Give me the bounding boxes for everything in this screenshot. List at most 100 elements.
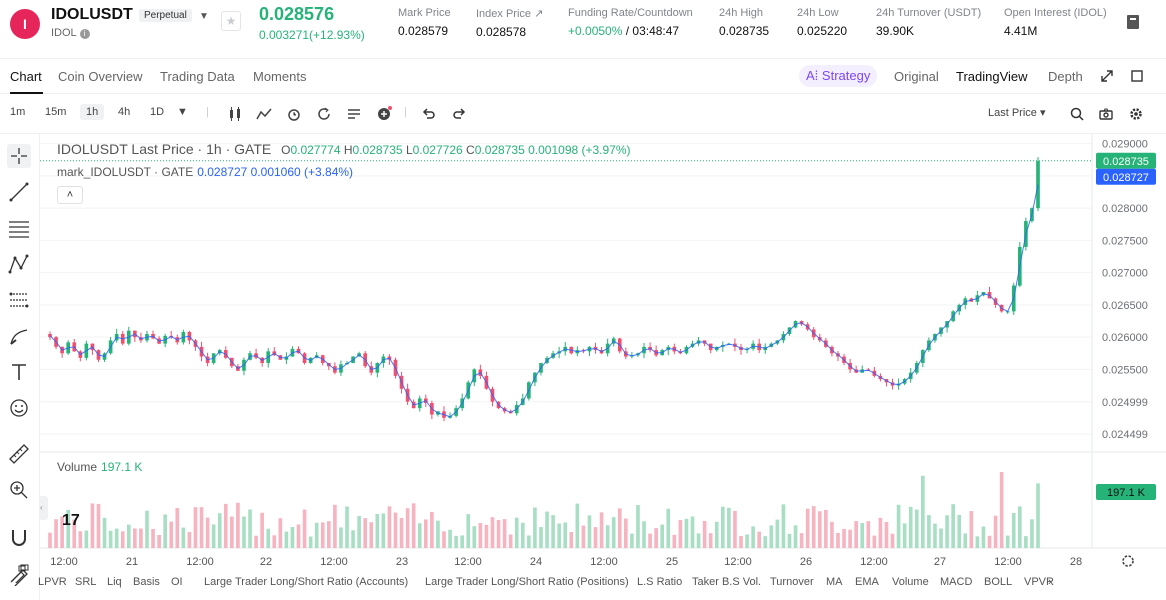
volume-bar — [145, 510, 149, 548]
volume-bar — [345, 506, 349, 548]
trend-line-icon[interactable] — [7, 180, 31, 204]
indicator-large-trader-long-short-ratio-accounts-[interactable]: Large Trader Long/Short Ratio (Accounts) — [204, 576, 409, 588]
volume-bar — [278, 518, 283, 548]
brush-icon[interactable] — [7, 324, 31, 348]
x-tick-label: 12:00 — [590, 556, 618, 568]
window-icon[interactable] — [1131, 70, 1143, 82]
ruler-icon[interactable] — [7, 442, 31, 466]
candle-type-icon[interactable] — [227, 106, 243, 122]
favorite-star-icon[interactable]: ★ — [221, 11, 241, 31]
timeframe-1h[interactable]: 1h — [80, 104, 105, 120]
mark-price-tag: 0.028727 — [1103, 172, 1149, 184]
indicator-ema[interactable]: EMA — [855, 576, 879, 588]
magnet-icon[interactable] — [7, 526, 31, 550]
indicator-taker-b-s-vol-[interactable]: Taker B.S Vol. — [692, 576, 762, 588]
alert-icon[interactable] — [286, 106, 302, 122]
zoom-icon[interactable] — [7, 478, 31, 502]
emoji-icon[interactable] — [7, 396, 31, 420]
indicator-basis[interactable]: Basis — [133, 576, 160, 588]
timeframe-dropdown-icon[interactable]: ▼ — [177, 106, 188, 118]
volume-bar — [666, 508, 671, 548]
expand-sidebar-icon[interactable]: ‹ — [40, 496, 48, 520]
x-tick-label: 25 — [666, 556, 678, 568]
timeframe-1m[interactable]: 1m — [10, 106, 26, 118]
volume-bar — [860, 523, 865, 548]
fib-icon[interactable] — [7, 288, 31, 312]
replay-icon[interactable] — [316, 106, 332, 122]
indicator-vpvr[interactable]: VPVR — [1024, 576, 1054, 588]
volume-bar — [478, 523, 483, 548]
indicator-oi[interactable]: OI — [171, 576, 183, 588]
info-icon[interactable]: i — [79, 29, 90, 39]
tab-tradingview[interactable]: TradingView — [956, 69, 1028, 84]
pattern-icon[interactable] — [7, 252, 31, 276]
symbol-dropdown-icon[interactable]: ▼ — [199, 11, 209, 22]
volume-bar — [266, 528, 271, 548]
undo-icon[interactable] — [421, 106, 437, 122]
x-tick-label: 28 — [1070, 556, 1082, 568]
chart-area[interactable]: 0.0290000.0285000.0280000.0275000.027000… — [40, 134, 1166, 600]
tab-chart[interactable]: Chart — [10, 69, 42, 84]
indicators-icon[interactable] — [256, 106, 272, 122]
settings-gear-icon[interactable] — [1128, 106, 1144, 122]
text-icon[interactable] — [7, 360, 31, 384]
timeframe-4h[interactable]: 4h — [118, 106, 131, 118]
crosshair-icon[interactable] — [7, 144, 31, 168]
indicator-ma[interactable]: MA — [826, 576, 843, 588]
collapse-legend-button[interactable]: ˄ — [57, 186, 83, 204]
volume-bar — [599, 512, 604, 548]
indicator-boll[interactable]: BOLL — [984, 576, 1013, 588]
draw-lock-icon[interactable] — [10, 565, 26, 583]
axis-settings-icon[interactable] — [1122, 555, 1134, 567]
indicator-lpvr[interactable]: LPVR — [38, 576, 67, 588]
timeframe-1d[interactable]: 1D — [150, 106, 165, 118]
tab-trading-data[interactable]: Trading Data — [160, 69, 235, 84]
volume-bar — [811, 506, 816, 548]
last-price-tag: 0.028735 — [1103, 156, 1149, 168]
indicator-volume[interactable]: Volume — [892, 576, 929, 588]
volume-bar — [357, 516, 361, 548]
strategy-button[interactable]: A⁞ Strategy — [799, 65, 878, 87]
volume-bar — [884, 521, 889, 548]
candle[interactable] — [48, 333, 52, 338]
x-tick-label: 22 — [260, 556, 272, 568]
indicator-macd[interactable]: MACD — [940, 576, 973, 588]
volume-bar — [1017, 506, 1022, 548]
timeframe-15m[interactable]: 15m — [45, 106, 67, 118]
volume-bar — [878, 517, 883, 548]
search-icon[interactable] — [1069, 106, 1085, 122]
volume-bar — [333, 504, 337, 548]
volume-bar — [448, 529, 452, 548]
book-icon[interactable] — [1126, 14, 1140, 30]
redo-icon[interactable] — [451, 106, 467, 122]
fullscreen-icon[interactable] — [1101, 70, 1113, 82]
volume-bar — [842, 528, 846, 548]
add-indicator-icon[interactable] — [376, 106, 392, 122]
volume-bar — [611, 517, 616, 548]
template-icon[interactable] — [346, 106, 362, 122]
indicator-srl[interactable]: SRL — [75, 576, 97, 588]
indicator-large-trader-long-short-ratio-positions-[interactable]: Large Trader Long/Short Ratio (Positions… — [425, 576, 629, 588]
tab-depth[interactable]: Depth — [1048, 69, 1083, 84]
stat-index-price[interactable]: Index Price ↗ 0.028578 — [476, 8, 544, 39]
volume-bar — [575, 503, 580, 548]
tab-moments[interactable]: Moments — [253, 69, 307, 84]
tab-original[interactable]: Original — [894, 69, 939, 84]
base-asset: IDOL i — [51, 27, 90, 39]
volume-bar — [654, 528, 658, 548]
indicator-turnover[interactable]: Turnover — [770, 576, 814, 588]
indicator-liq[interactable]: Liq — [107, 576, 122, 588]
x-tick-label: 12:00 — [50, 556, 78, 568]
indicator-scroll-icon[interactable]: › — [1048, 576, 1052, 588]
volume-bar — [727, 507, 731, 548]
tab-coin-overview[interactable]: Coin Overview — [58, 69, 143, 84]
stat-24h-turnover: 24h Turnover (USDT) 39.90K — [876, 7, 982, 38]
camera-icon[interactable] — [1098, 106, 1114, 122]
volume-bar — [236, 502, 240, 548]
horizontal-lines-icon[interactable] — [7, 216, 31, 240]
price-type-select[interactable]: Last Price ▾ — [988, 107, 1046, 119]
indicator-l-s-ratio[interactable]: L.S Ratio — [637, 576, 683, 588]
symbol-title[interactable]: IDOLUSDT — [51, 6, 133, 23]
candlestick-chart[interactable]: 0.0290000.0285000.0280000.0275000.027000… — [40, 134, 1166, 600]
